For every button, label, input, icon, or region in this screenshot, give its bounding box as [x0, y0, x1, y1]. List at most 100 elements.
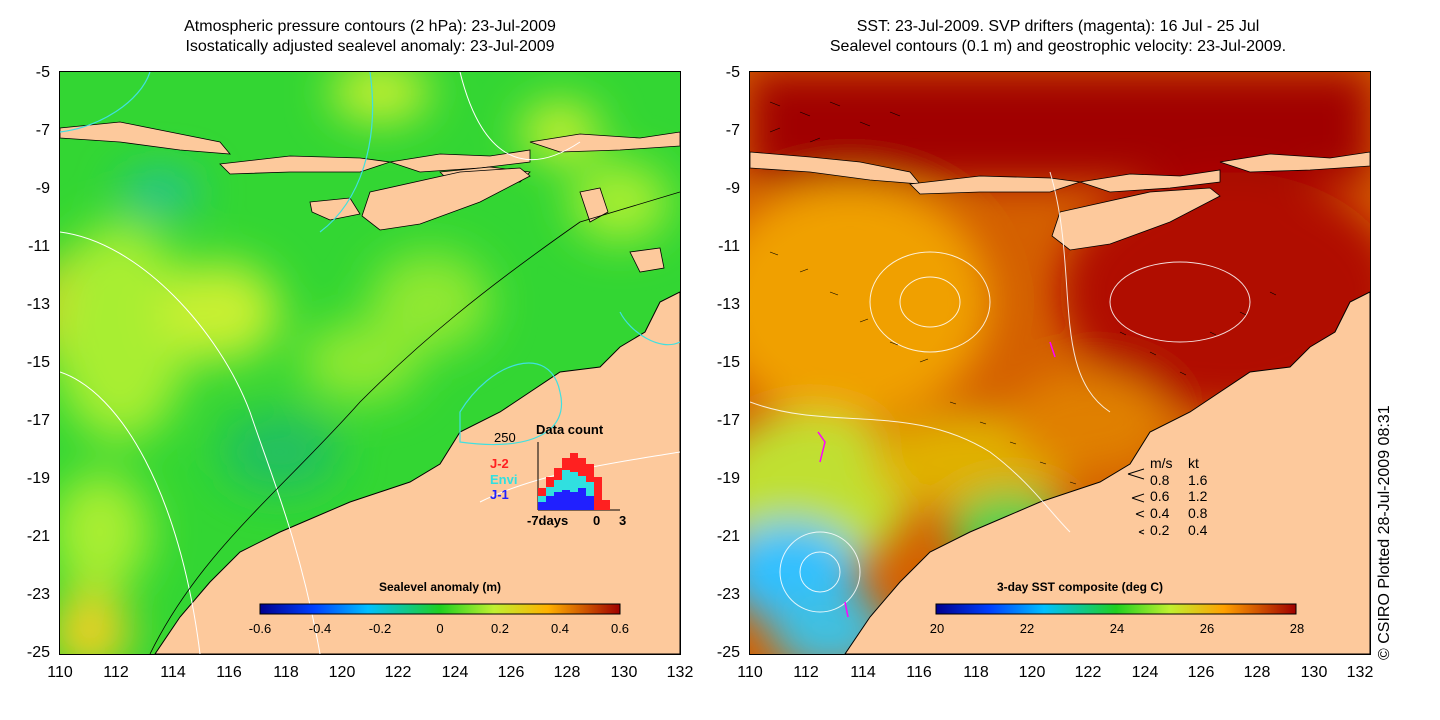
right-title-line2: Sealevel contours (0.1 m) and geostrophi…	[829, 38, 1287, 55]
x-tick-label: 114	[160, 664, 186, 681]
sst-tick: 26	[1199, 621, 1215, 636]
x-tick-label: 112	[793, 664, 819, 681]
y-tick-label: -21	[716, 528, 740, 545]
speed-row-ms: 0.4	[1150, 505, 1170, 521]
sealevel-anomaly-map[interactable]	[60, 72, 680, 654]
inset-y-label: 250	[494, 430, 516, 445]
x-tick-label: 126	[497, 664, 525, 681]
x-tick-label: 110	[737, 664, 763, 681]
y-tick-label: -5	[725, 64, 740, 81]
left-title-line1: Atmospheric pressure contours (2 hPa): 2…	[184, 18, 556, 35]
speed-row-ms: 0.6	[1150, 488, 1170, 504]
y-tick-label: -25	[26, 644, 50, 661]
speed-row-kt: 1.2	[1188, 488, 1208, 504]
speed-header-kt: kt	[1188, 455, 1199, 471]
geostrophic-velocity-arrows	[769, 101, 1277, 485]
inset-title: Data count	[536, 422, 604, 437]
sla-tick: -0.4	[308, 621, 332, 636]
y-tick-label: -17	[26, 412, 50, 429]
inset-mission-j2: J-2	[490, 456, 509, 471]
sst-colorbar-label: 3-day SST composite (deg C)	[996, 580, 1164, 594]
inset-x-label-end: 3	[619, 513, 627, 528]
sla-tick: 0.6	[610, 621, 630, 636]
shelf-contour	[149, 191, 680, 654]
x-tick-label: 120	[328, 664, 356, 681]
credit-text: © CSIRO Plotted 28-Jul-2009 08:31	[1376, 405, 1393, 660]
x-tick-label: 110	[47, 664, 73, 681]
y-tick-label: -19	[716, 470, 740, 487]
pressure-contours	[60, 72, 680, 446]
sla-colorbar-label: Sealevel anomaly (m)	[378, 580, 502, 594]
y-tick-label: -11	[28, 238, 50, 255]
sst-tick: 22	[1019, 621, 1035, 636]
sla-tick: -0.2	[368, 621, 392, 636]
x-tick-label: 130	[1300, 664, 1328, 681]
y-tick-label: -9	[35, 180, 50, 197]
x-tick-label: 128	[1243, 664, 1271, 681]
x-tick-label: 120	[1018, 664, 1046, 681]
y-tick-label: -7	[725, 122, 740, 139]
australia-land-sst	[844, 291, 1370, 654]
x-tick-label: 116	[906, 664, 932, 681]
inset-mission-envi: Envi	[490, 472, 518, 487]
y-tick-label: -15	[716, 354, 740, 371]
y-tick-label: -15	[26, 354, 50, 371]
y-tick-label: -13	[26, 296, 50, 313]
y-tick-label: -19	[26, 470, 50, 487]
y-tick-label: -17	[716, 412, 740, 429]
sst-tick: 20	[929, 621, 945, 636]
y-tick-label: -25	[716, 644, 740, 661]
left-title-line2: Isostatically adjusted sealevel anomaly:…	[185, 38, 555, 55]
speed-legend-arrows	[1127, 468, 1145, 535]
inset-x-label-zero: 0	[593, 513, 601, 528]
sealevel-contours	[750, 171, 1251, 613]
sealevel-map-svg	[60, 72, 680, 654]
speed-row-ms: 0.8	[1150, 472, 1170, 488]
right-title-line1: SST: 23-Jul-2009. SVP drifters (magenta)…	[856, 18, 1260, 35]
anomaly-field	[60, 72, 670, 654]
y-tick-label: -23	[26, 586, 50, 603]
x-tick-label: 128	[553, 664, 581, 681]
x-tick-label: 126	[1187, 664, 1215, 681]
sla-tick: 0	[436, 621, 444, 636]
y-tick-label: -5	[35, 64, 50, 81]
right-map-title: SST: 23-Jul-2009. SVP drifters (magenta)…	[748, 17, 1368, 57]
speed-row-ms: 0.2	[1150, 522, 1170, 538]
x-tick-label: 124	[441, 664, 469, 681]
y-tick-label: -9	[725, 180, 740, 197]
land-islands-sst	[750, 151, 1370, 251]
sla-tick: 0.2	[490, 621, 510, 636]
x-tick-label: 118	[963, 664, 989, 681]
x-tick-label: 130	[610, 664, 638, 681]
y-tick-label: -13	[716, 296, 740, 313]
sla-tick: 0.4	[550, 621, 570, 636]
speed-header-ms: m/s	[1150, 455, 1173, 471]
x-tick-label: 132	[1346, 664, 1374, 681]
sst-colorbar	[935, 603, 1297, 615]
x-tick-label: 132	[666, 664, 694, 681]
sla-colorbar	[259, 603, 621, 615]
x-tick-label: 124	[1131, 664, 1159, 681]
sla-tick: -0.6	[248, 621, 272, 636]
australia-land	[154, 291, 680, 654]
speed-row-kt: 1.6	[1188, 472, 1208, 488]
y-tick-label: -11	[718, 238, 740, 255]
x-tick-label: 118	[273, 664, 299, 681]
x-tick-label: 112	[103, 664, 129, 681]
speed-row-kt: 0.4	[1188, 522, 1208, 538]
sst-tick: 24	[1109, 621, 1125, 636]
x-tick-label: 122	[384, 664, 412, 681]
left-map-title: Atmospheric pressure contours (2 hPa): 2…	[60, 17, 680, 57]
y-tick-label: -7	[35, 122, 50, 139]
data-count-inset	[537, 442, 620, 511]
y-tick-label: -21	[26, 528, 50, 545]
inset-mission-j1: J-1	[490, 487, 509, 502]
inset-x-label-start: -7days	[527, 513, 569, 528]
x-tick-label: 116	[216, 664, 242, 681]
x-tick-label: 122	[1074, 664, 1102, 681]
sst-tick: 28	[1289, 621, 1305, 636]
x-tick-label: 114	[850, 664, 876, 681]
sst-map[interactable]	[750, 72, 1370, 654]
land-islands	[60, 121, 680, 273]
sst-map-svg	[750, 72, 1370, 654]
